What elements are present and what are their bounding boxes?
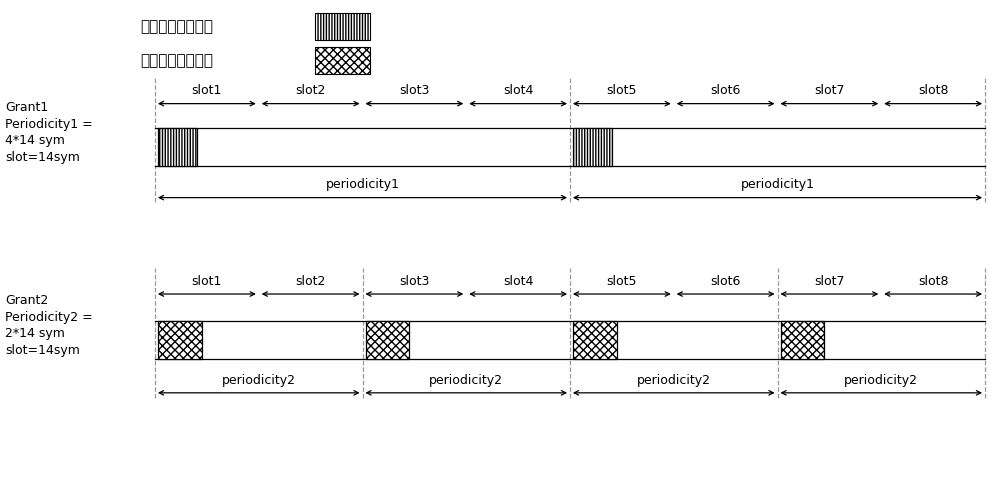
Text: slot3: slot3: [399, 84, 430, 97]
Text: slot7: slot7: [814, 84, 845, 97]
Text: 第一静态调度资源: 第一静态调度资源: [140, 19, 213, 34]
Text: slot1: slot1: [192, 275, 222, 288]
Bar: [158, 128, 197, 166]
Text: slot6: slot6: [710, 84, 741, 97]
Text: slot8: slot8: [918, 275, 948, 288]
Text: Grant2
Periodicity2 =
2*14 sym
slot=14sym: Grant2 Periodicity2 = 2*14 sym slot=14sy…: [5, 294, 93, 357]
Text: periodicity1: periodicity1: [326, 178, 400, 191]
Text: slot2: slot2: [295, 84, 326, 97]
Text: slot5: slot5: [607, 275, 637, 288]
Bar: [315, 47, 370, 73]
Text: 第二静态调度资源: 第二静态调度资源: [140, 53, 213, 68]
Text: periodicity1: periodicity1: [740, 178, 814, 191]
Bar: [573, 128, 612, 166]
Bar: [158, 321, 202, 359]
Text: periodicity2: periodicity2: [429, 374, 503, 387]
Text: periodicity2: periodicity2: [222, 374, 296, 387]
Text: slot7: slot7: [814, 275, 845, 288]
Text: Grant1
Periodicity1 =
4*14 sym
slot=14sym: Grant1 Periodicity1 = 4*14 sym slot=14sy…: [5, 101, 93, 164]
Text: slot1: slot1: [192, 84, 222, 97]
Bar: [780, 321, 824, 359]
Text: slot2: slot2: [295, 275, 326, 288]
Text: slot6: slot6: [710, 275, 741, 288]
Text: slot4: slot4: [503, 84, 533, 97]
Text: slot5: slot5: [607, 84, 637, 97]
Text: periodicity2: periodicity2: [844, 374, 918, 387]
Bar: [315, 13, 370, 40]
Text: periodicity2: periodicity2: [637, 374, 711, 387]
Text: slot8: slot8: [918, 84, 948, 97]
Text: slot3: slot3: [399, 275, 430, 288]
Text: slot4: slot4: [503, 275, 533, 288]
Bar: [366, 321, 409, 359]
Bar: [573, 321, 617, 359]
